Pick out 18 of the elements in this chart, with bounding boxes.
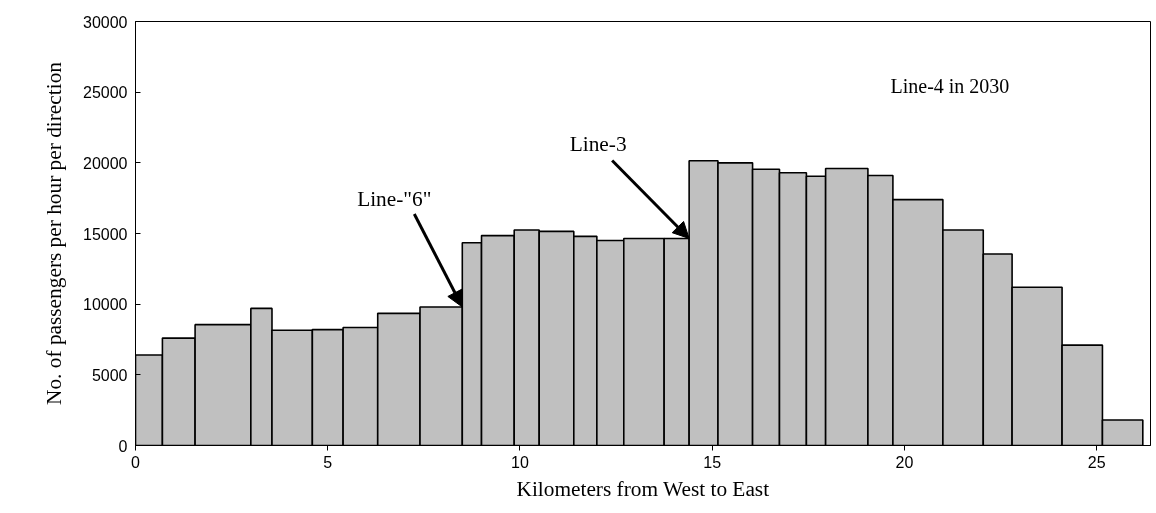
x-tick-label: 15 <box>703 453 722 471</box>
annotation: Line-3 <box>569 132 627 157</box>
y-axis-title: No. of passengers per hour per direction <box>42 61 67 405</box>
y-tick-label: 5000 <box>91 366 128 384</box>
y-tick-label: 30000 <box>83 13 128 31</box>
x-tick-label: 20 <box>895 453 914 471</box>
annotation: Line-4 in 2030 <box>890 74 1010 97</box>
y-tick-label: 20000 <box>83 154 128 172</box>
y-tick-label: 25000 <box>83 84 128 102</box>
x-tick-label: 10 <box>511 453 529 471</box>
x-tick-label: 0 <box>131 453 141 471</box>
y-tick-label: 15000 <box>83 225 128 243</box>
y-tick-label: 0 <box>118 437 128 455</box>
y-tick-label: 10000 <box>83 296 128 314</box>
x-tick-label: 25 <box>1087 453 1106 471</box>
annotation: Line-"6" <box>357 186 432 211</box>
x-tick-label: 5 <box>323 453 333 471</box>
x-axis-title: Kilometers from West to East <box>516 476 770 501</box>
